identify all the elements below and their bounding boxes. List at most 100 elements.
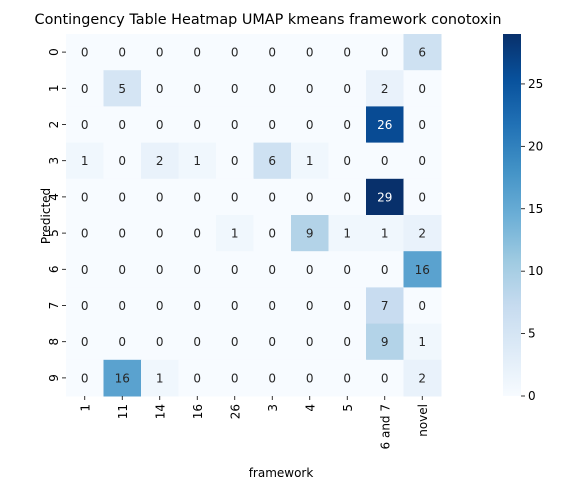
cell-value-label: 0 <box>343 335 351 349</box>
heatmap-cell <box>403 142 442 180</box>
heatmap-cell <box>103 215 142 252</box>
heatmap-cell <box>66 106 104 144</box>
heatmap-cell <box>328 142 367 180</box>
cell-value-label: 0 <box>81 82 89 96</box>
heatmap-cell <box>178 359 217 397</box>
x-tick-label: 11 <box>116 404 130 419</box>
y-tick-label: 6 <box>47 265 61 273</box>
cell-value-label: 0 <box>306 299 314 313</box>
heatmap-cell <box>403 34 442 71</box>
heatmap-cell <box>66 359 104 397</box>
colorbar-tick-label: 20 <box>528 139 543 153</box>
cell-value-label: 0 <box>193 82 201 96</box>
heatmap-cell <box>103 323 142 361</box>
cell-value-label: 0 <box>118 263 126 277</box>
cell-value-label: 0 <box>231 154 239 168</box>
cell-value-label: 6 <box>418 46 426 60</box>
heatmap-cell <box>291 359 329 397</box>
cell-value-label: 0 <box>306 118 314 132</box>
colorbar-tick-label: 15 <box>528 202 543 216</box>
cell-value-label: 1 <box>193 154 201 168</box>
heatmap-cell <box>216 70 254 107</box>
cell-value-label: 0 <box>81 190 89 204</box>
cell-value-label: 0 <box>118 154 126 168</box>
x-axis-label: framework <box>249 466 314 480</box>
heatmap-cell <box>291 34 329 71</box>
heatmap-cell <box>66 142 104 180</box>
cell-value-label: 0 <box>268 263 276 277</box>
cell-value-label: 16 <box>115 371 130 385</box>
cell-value-label: 0 <box>418 190 426 204</box>
cell-value-label: 1 <box>343 227 351 241</box>
heatmap-cell <box>291 287 329 325</box>
cell-value-label: 0 <box>193 190 201 204</box>
cell-value-label: 1 <box>231 227 239 241</box>
heatmap-cell <box>403 178 442 216</box>
heatmap-cell <box>253 34 292 71</box>
x-axis-ticks: 1 11 14 16 26 3 4 5 6 and 7 novel <box>78 396 430 449</box>
heatmap-cell <box>366 323 404 361</box>
heatmap-cell <box>178 178 217 216</box>
cell-value-label: 1 <box>418 335 426 349</box>
y-axis-label: Predicted <box>39 188 53 244</box>
cell-value-label: 0 <box>268 190 276 204</box>
y-tick-label: 8 <box>47 338 61 346</box>
colorbar: 0 5 10 15 20 25 <box>503 34 543 403</box>
heatmap-cell <box>103 287 142 325</box>
cell-value-label: 0 <box>81 46 89 60</box>
cell-value-label: 1 <box>381 227 389 241</box>
heatmap-cell <box>253 251 292 288</box>
heatmap-cell <box>103 70 142 107</box>
cell-value-label: 0 <box>231 335 239 349</box>
heatmap-cell <box>66 178 104 216</box>
cell-value-label: 0 <box>193 263 201 277</box>
cell-value-label: 0 <box>156 335 164 349</box>
cell-value-label: 0 <box>268 299 276 313</box>
heatmap-cell <box>328 251 367 288</box>
heatmap-cell <box>178 70 217 107</box>
heatmap-cell <box>66 287 104 325</box>
heatmap-cell <box>141 323 179 361</box>
cell-value-label: 0 <box>268 82 276 96</box>
cell-value-label: 0 <box>306 82 314 96</box>
heatmap-cell <box>178 34 217 71</box>
y-tick-label: 7 <box>47 302 61 310</box>
heatmap-cell <box>328 106 367 144</box>
cell-value-label: 0 <box>306 335 314 349</box>
cell-value-label: 0 <box>81 227 89 241</box>
heatmap-cell <box>253 323 292 361</box>
heatmap-cells: 0 0 0 0 0 0 0 0 0 6 0 5 0 0 0 0 0 0 2 0 0 0 0 0 0 0 0 0 26 0 1 0 2 1 0 6 1 0 0… <box>66 34 442 397</box>
cell-value-label: 0 <box>231 299 239 313</box>
cell-value-label: 0 <box>118 190 126 204</box>
cell-value-label: 0 <box>418 154 426 168</box>
y-tick-label: 3 <box>47 157 61 165</box>
cell-value-label: 0 <box>81 263 89 277</box>
heatmap-cell <box>403 70 442 107</box>
cell-value-label: 0 <box>418 118 426 132</box>
heatmap-cell <box>403 323 442 361</box>
heatmap-cell <box>141 34 179 71</box>
heatmap-cell <box>216 287 254 325</box>
x-tick-label: 3 <box>266 404 280 412</box>
cell-value-label: 0 <box>193 335 201 349</box>
heatmap-cell <box>66 323 104 361</box>
cell-value-label: 0 <box>193 371 201 385</box>
cell-value-label: 0 <box>156 46 164 60</box>
heatmap-cell <box>253 359 292 397</box>
cell-value-label: 0 <box>418 299 426 313</box>
cell-value-label: 0 <box>268 227 276 241</box>
x-tick-label: 1 <box>78 404 92 412</box>
heatmap-cell <box>366 142 404 180</box>
heatmap-cell <box>66 215 104 252</box>
cell-value-label: 0 <box>268 46 276 60</box>
cell-value-label: 26 <box>377 118 392 132</box>
cell-value-label: 0 <box>381 371 389 385</box>
heatmap-cell <box>103 142 142 180</box>
cell-value-label: 0 <box>381 154 389 168</box>
cell-value-label: 0 <box>156 263 164 277</box>
x-tick-label: 16 <box>191 404 205 419</box>
cell-value-label: 0 <box>268 371 276 385</box>
heatmap-cell <box>216 178 254 216</box>
cell-value-label: 0 <box>381 46 389 60</box>
cell-value-label: 6 <box>268 154 276 168</box>
